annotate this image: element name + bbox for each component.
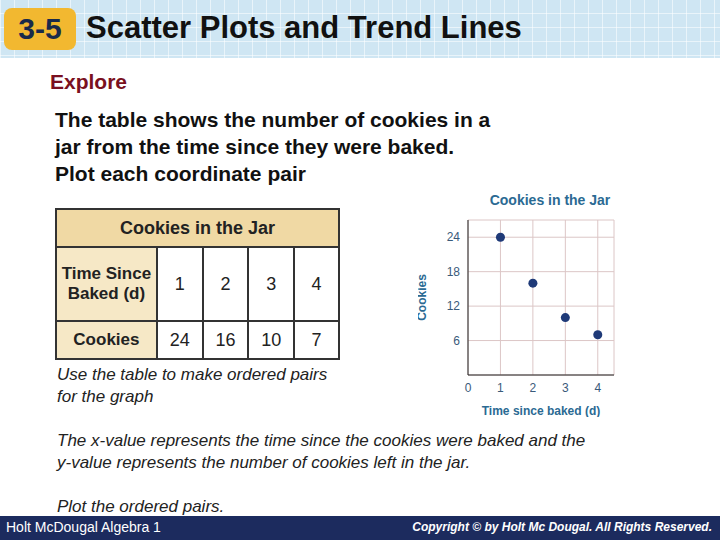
- svg-text:4: 4: [594, 381, 601, 395]
- html-text:jar from the time since they w: jar from the time since they were baked.: [55, 135, 455, 158]
- svg-text:18: 18: [447, 265, 461, 279]
- svg-text:6: 6: [453, 334, 460, 348]
- html-text:for the graph: for the graph: [57, 387, 154, 406]
- html-text:Time Since Baked (d): Time Since Baked (d): [61, 264, 152, 303]
- html-text:Copyright © by Holt Mc Dougal.: Copyright © by Holt Mc Dougal. All Right…: [412, 520, 712, 534]
- svg-text:1: 1: [497, 381, 504, 395]
- html-text:The table shows the number of: The table shows the number of cookies in…: [55, 108, 491, 131]
- svg-text:Cookies: Cookies: [418, 274, 429, 321]
- svg-text:3: 3: [562, 381, 569, 395]
- html-text:24: 24: [169, 330, 190, 350]
- html-text:Plot each coordinate pair: Plot each coordinate pair: [55, 162, 306, 185]
- html-text:Use the table to make ordered: Use the table to make ordered pairs: [57, 365, 328, 384]
- html-text:Holt McDougal Algebra 1: Holt McDougal Algebra 1: [6, 519, 161, 535]
- svg-text:24: 24: [447, 230, 461, 244]
- html-text:7: 7: [311, 330, 322, 350]
- html-text:y-value represents the number: y-value represents the number of cookies…: [57, 453, 471, 472]
- html-text:Cookies: Cookies: [73, 330, 140, 349]
- html-text:Cookies in the Jar: Cookies in the Jar: [120, 217, 275, 238]
- html-text:3: 3: [266, 274, 277, 294]
- html-text:The x-value represents the tim: The x-value represents the time since th…: [57, 431, 586, 450]
- html-text:Plot the ordered pairs.: Plot the ordered pairs.: [57, 497, 225, 516]
- html-text:4: 4: [311, 274, 322, 294]
- svg-text:Time since baked (d): Time since baked (d): [482, 404, 600, 417]
- html-text:1: 1: [174, 274, 185, 294]
- html-text:Scatter Plots and Trend Lines: Scatter Plots and Trend Lines: [86, 10, 522, 45]
- svg-text:0: 0: [465, 381, 472, 395]
- html-text:Cookies in the Jar: Cookies in the Jar: [489, 192, 611, 208]
- html-text:16: 16: [215, 330, 236, 350]
- html-text:2: 2: [220, 274, 231, 294]
- html-text:3-5: 3-5: [18, 12, 62, 45]
- svg-text:2: 2: [530, 381, 537, 395]
- svg-text:12: 12: [447, 299, 461, 313]
- html-text:Explore: Explore: [50, 70, 127, 93]
- html-text:10: 10: [261, 330, 282, 350]
